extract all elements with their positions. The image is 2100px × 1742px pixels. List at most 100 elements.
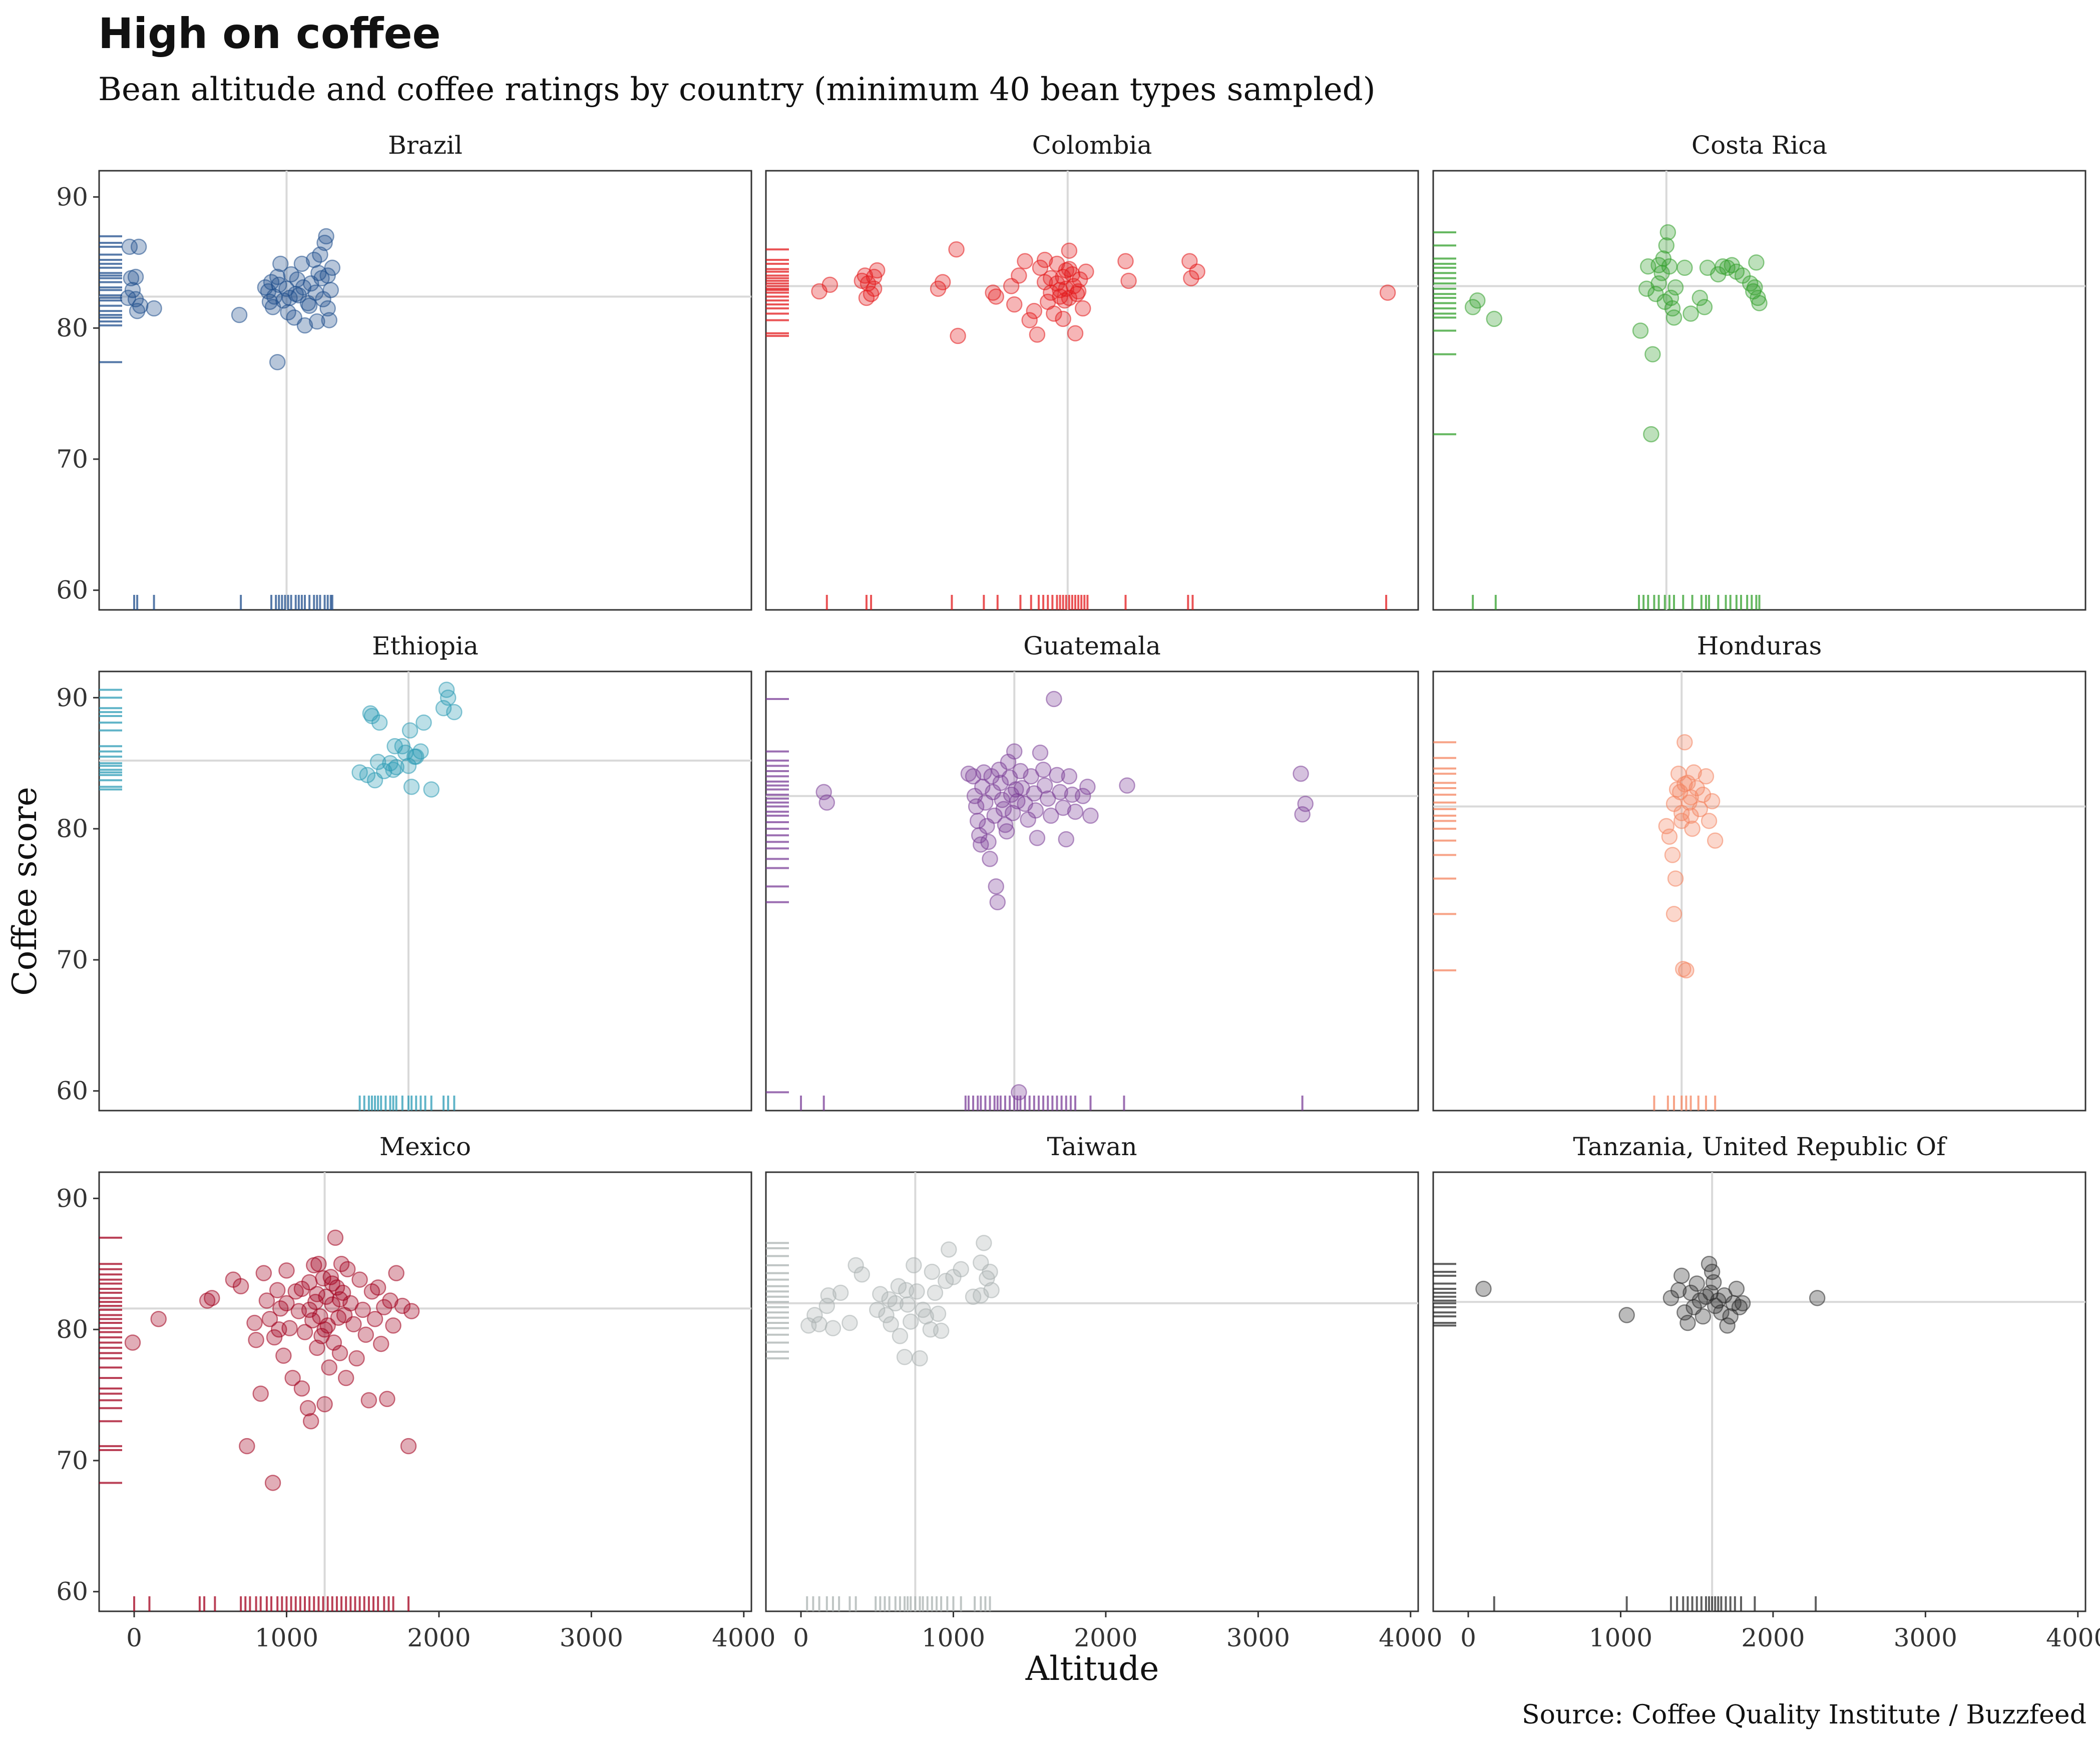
y-tick-label: 80 [56,313,88,342]
data-point [1676,734,1693,751]
data-point [293,255,310,272]
data-point [1618,1307,1635,1323]
data-point [1011,267,1027,284]
data-point [1748,254,1765,271]
data-point [924,1263,941,1280]
data-point [1667,870,1684,887]
data-point [1293,765,1309,782]
data-point [1698,768,1715,785]
data-point [1486,310,1503,327]
data-point [1017,253,1033,269]
panel-taiwan: Taiwan 0 1000 2000 3000 4000 [765,1132,1442,1652]
data-point [351,1271,368,1288]
data-point [1683,807,1699,824]
data-point [1021,312,1038,328]
data-point [270,1321,287,1338]
data-point [1751,295,1768,311]
data-point [1665,309,1683,326]
panel-honduras: Honduras [1432,631,2086,1112]
data-point [1067,325,1084,341]
data-point [1659,224,1676,241]
panel-frame [765,670,1419,1112]
caption: Source: Coffee Quality Institute / Buzzf… [1522,1700,2086,1730]
data-point [252,1385,269,1402]
data-point [423,781,440,798]
data-point [231,306,248,323]
data-point [1032,745,1049,761]
x-tick-label: 3000 [1226,1623,1290,1652]
data-point [973,1287,989,1304]
data-point [255,1265,272,1281]
data-point [988,288,1004,305]
data-point [1656,293,1673,310]
data-point [1079,779,1096,795]
data-point [415,714,432,731]
data-point [950,327,966,344]
data-point [909,1283,925,1300]
data-point [1707,832,1724,849]
data-point [832,1284,849,1301]
data-point [930,1305,947,1322]
data-point [1689,780,1705,797]
data-point [1297,796,1314,812]
data-point [1719,259,1736,276]
x-tick-label: 4000 [2046,1623,2100,1652]
data-point [1029,326,1046,343]
data-point [869,262,886,279]
data-point [1067,803,1084,820]
data-point [331,1345,348,1361]
data-point [1695,786,1712,803]
data-point [1061,242,1078,259]
y-tick-label: 80 [56,814,88,843]
data-point [146,300,162,317]
data-point [1070,283,1087,300]
data-point [982,1263,998,1280]
x-tick-label: 3000 [1894,1623,1957,1652]
data-point [293,1380,310,1397]
panel-ethiopia: Ethiopia 60 70 80 90 [56,631,752,1112]
data-point [842,1314,858,1331]
data-point [295,279,312,296]
x-tick-label: 1000 [922,1623,985,1652]
data-point [293,1280,310,1297]
data-point [998,823,1015,840]
data-point [1676,776,1693,793]
data-point [989,894,1006,911]
data-point [1678,962,1695,979]
data-point [824,1320,842,1336]
data-point [878,1307,895,1323]
data-point [941,1241,957,1258]
x-tick-label: 1000 [1589,1623,1652,1652]
data-point [1475,1280,1492,1297]
data-point [275,1347,292,1364]
data-point [815,784,832,801]
data-point [1695,1308,1712,1325]
data-point [339,1261,356,1277]
data-point [976,764,992,781]
data-point [385,1317,401,1334]
y-tick-label: 60 [56,576,88,605]
data-point [1667,279,1684,296]
data-point [1026,302,1043,319]
data-point [369,754,386,770]
strip-label: Mexico [379,1132,471,1161]
data-point [316,1321,333,1338]
data-point [348,1350,365,1366]
data-point [1809,1290,1826,1306]
panel-mexico: Mexico 60 70 80 90 0 1000 2000 3000 4000 [56,1132,775,1652]
data-point [937,1273,954,1289]
x-tick-label: 0 [1460,1623,1476,1652]
data-point [1036,777,1053,794]
data-point [1689,1275,1705,1292]
data-point [1676,259,1693,276]
data-point [403,779,420,795]
data-point [1058,831,1074,848]
data-point [1029,830,1046,846]
data-point [892,1327,909,1344]
data-point [1120,272,1137,289]
data-point [1664,847,1681,863]
data-point [980,834,997,850]
data-point [124,1334,141,1351]
data-point [1661,828,1678,845]
